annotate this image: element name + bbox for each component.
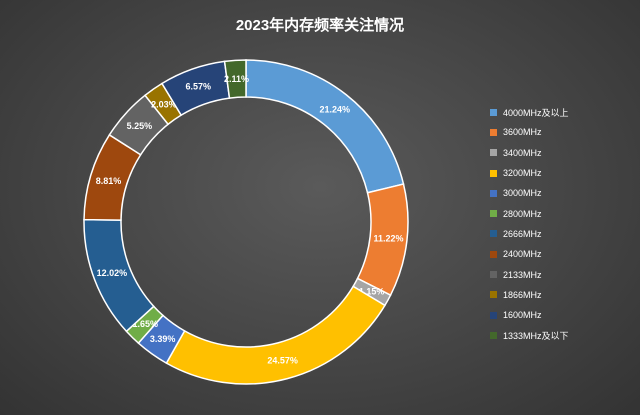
legend-label: 3000MHz [503, 188, 542, 199]
legend-item-7[interactable]: 2400MHz [490, 244, 569, 264]
legend-item-8[interactable]: 2133MHz [490, 264, 569, 284]
donut-slice-11[interactable] [223, 59, 247, 99]
slice-data-label-11: 2.11% [224, 74, 249, 84]
legend-swatch [490, 331, 497, 339]
donut-slice-3[interactable] [165, 285, 386, 385]
legend-label: 2666MHz [503, 228, 542, 239]
legend-item-6[interactable]: 2666MHz [490, 224, 569, 244]
legend-label: 3400MHz [503, 147, 542, 158]
legend-label: 3600MHz [503, 127, 542, 138]
legend-item-9[interactable]: 1866MHz [490, 285, 569, 305]
slice-data-label-2: 1.15% [359, 286, 385, 296]
legend-swatch [490, 230, 497, 238]
slice-data-label-8: 5.25% [127, 121, 153, 131]
legend-item-1[interactable]: 3600MHz [490, 122, 569, 142]
legend-swatch [490, 128, 497, 136]
slice-data-label-10: 6.57% [186, 82, 212, 92]
slice-data-label-3: 24.57% [267, 356, 298, 366]
slice-data-label-5: 1.65% [132, 319, 158, 329]
legend-label: 3200MHz [503, 168, 542, 179]
slice-data-label-7: 8.81% [96, 176, 122, 186]
legend-swatch [490, 169, 497, 177]
legend-swatch [490, 271, 497, 279]
slice-data-label-4: 3.39% [150, 334, 176, 344]
legend-swatch [490, 250, 497, 258]
legend-item-3[interactable]: 3200MHz [490, 163, 569, 183]
legend-swatch [490, 149, 497, 157]
chart-title: 2023年内存频率关注情况 [235, 17, 405, 34]
legend-item-5[interactable]: 2800MHz [490, 203, 569, 223]
legend-label: 1866MHz [503, 289, 542, 300]
legend-label: 2400MHz [503, 249, 542, 260]
legend-label: 4000MHz及以上 [503, 107, 569, 118]
legend-item-10[interactable]: 1600MHz [490, 305, 569, 325]
slice-data-label-9: 2.03% [151, 99, 177, 109]
legend-label: 2133MHz [503, 269, 542, 280]
legend-swatch [490, 189, 497, 197]
legend-label: 1333MHz及以下 [503, 330, 569, 341]
donut-slice-0[interactable] [245, 59, 405, 194]
legend-label: 2800MHz [503, 208, 542, 219]
legend-item-11[interactable]: 1333MHz及以下 [490, 325, 569, 345]
slice-data-label-6: 12.02% [97, 268, 128, 278]
legend-item-2[interactable]: 3400MHz [490, 143, 569, 163]
legend-item-4[interactable]: 3000MHz [490, 183, 569, 203]
legend-label: 1600MHz [503, 310, 542, 321]
chart-legend: 4000MHz及以上 3600MHz 3400MHz 3200MHz 3000MHz 28… [490, 102, 569, 346]
slice-data-label-1: 11.22% [374, 234, 404, 244]
slice-data-label-0: 21.24% [320, 104, 351, 114]
legend-swatch [490, 108, 497, 116]
legend-swatch [490, 210, 497, 218]
legend-item-0[interactable]: 4000MHz及以上 [490, 102, 569, 122]
legend-swatch [490, 311, 497, 319]
legend-swatch [490, 291, 497, 299]
